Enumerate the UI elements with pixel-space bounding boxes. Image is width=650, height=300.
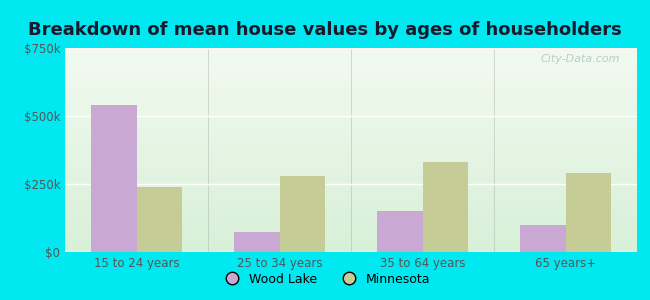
Bar [280,176,325,252]
Bar [377,211,423,252]
Text: Breakdown of mean house values by ages of householders: Breakdown of mean house values by ages o… [28,21,622,39]
Bar [136,187,182,252]
Text: City-Data.com: City-Data.com [540,54,620,64]
Legend: Wood Lake, Minnesota: Wood Lake, Minnesota [214,268,436,291]
Bar [91,105,136,252]
Bar [566,173,611,252]
Bar [422,162,468,252]
Bar [520,225,566,252]
Bar [234,232,280,252]
